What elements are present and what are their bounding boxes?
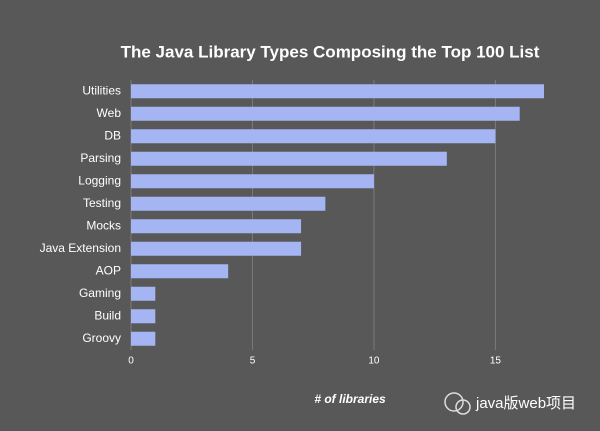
bar <box>131 151 447 166</box>
x-tick-label: 10 <box>368 356 380 367</box>
bar <box>131 106 520 121</box>
x-tick-label: 15 <box>490 356 502 367</box>
bar <box>131 309 156 324</box>
x-tick-label: 0 <box>128 356 134 367</box>
y-tick-label: Utilities <box>82 83 121 97</box>
chart-title: The Java Library Types Composing the Top… <box>121 42 540 61</box>
y-tick-label: DB <box>104 128 121 142</box>
y-tick-label: Web <box>97 106 122 120</box>
bar <box>131 219 302 234</box>
y-tick-label: Testing <box>83 196 121 210</box>
watermark-icon <box>444 392 471 415</box>
y-tick-label: Groovy <box>82 331 121 345</box>
watermark: java版web项目 <box>475 395 576 412</box>
y-tick-label: Logging <box>78 173 121 187</box>
bar <box>131 129 496 144</box>
x-axis-label: # of libraries <box>314 392 386 406</box>
bar <box>131 174 374 189</box>
bar <box>131 196 326 211</box>
x-tick-label: 5 <box>250 356 256 367</box>
y-tick-label: Parsing <box>80 151 121 165</box>
y-tick-label: Gaming <box>79 286 121 300</box>
bar <box>131 84 544 99</box>
bar <box>131 241 302 256</box>
bar <box>131 286 156 301</box>
bar <box>131 331 156 346</box>
y-tick-label: AOP <box>96 263 121 277</box>
y-tick-label: Build <box>94 308 121 322</box>
y-tick-label: Mocks <box>86 218 121 232</box>
y-tick-label: Java Extension <box>40 241 121 255</box>
bar <box>131 264 229 279</box>
